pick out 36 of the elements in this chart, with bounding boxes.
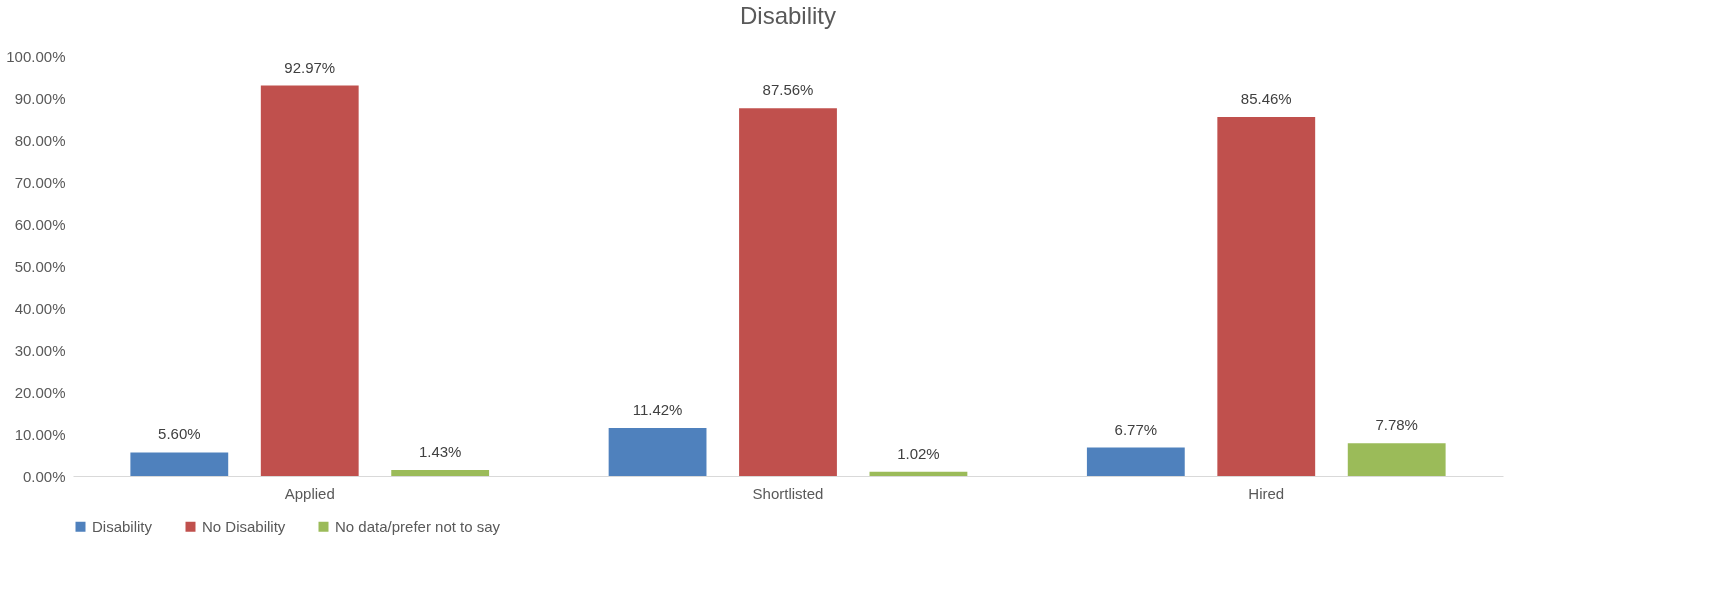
x-tick-label: Hired (1248, 484, 1285, 502)
legend-label: No Disability (202, 517, 286, 535)
y-tick-label: 70.00% (14, 173, 66, 191)
y-tick-label: 80.00% (14, 131, 66, 149)
chart-title: Disability (739, 2, 837, 29)
data-label: 1.43% (418, 442, 462, 460)
y-tick-label: 100.00% (6, 47, 66, 65)
bar (608, 428, 707, 476)
y-tick-label: 0.00% (22, 467, 66, 485)
y-tick-label: 10.00% (14, 425, 66, 443)
data-label: 85.46% (1240, 90, 1292, 108)
data-label: 5.60% (158, 425, 201, 443)
data-label: 6.77% (1114, 420, 1158, 438)
data-label: 87.56% (762, 81, 814, 99)
y-tick-label: 20.00% (14, 383, 66, 401)
y-tick-label: 60.00% (14, 215, 66, 233)
y-tick-label: 50.00% (14, 257, 66, 275)
data-label: 1.02% (897, 444, 940, 462)
x-tick-label: Applied (284, 484, 335, 502)
y-tick-label: 90.00% (14, 89, 66, 107)
legend-label: Disability (92, 517, 153, 535)
data-label: 7.78% (1375, 416, 1418, 434)
bar (869, 471, 968, 476)
y-tick-label: 40.00% (14, 299, 66, 317)
bar (391, 469, 490, 476)
bar (1347, 443, 1446, 476)
bar (1217, 117, 1316, 476)
y-tick-label: 30.00% (14, 341, 66, 359)
legend-label: No data/prefer not to say (335, 517, 501, 535)
bar (739, 108, 837, 476)
bar (1086, 447, 1185, 476)
data-label: 11.42% (632, 401, 683, 419)
bar (260, 85, 359, 476)
bar (130, 452, 229, 476)
data-label: 92.97% (284, 58, 336, 76)
x-tick-label: Shortlisted (752, 484, 824, 502)
